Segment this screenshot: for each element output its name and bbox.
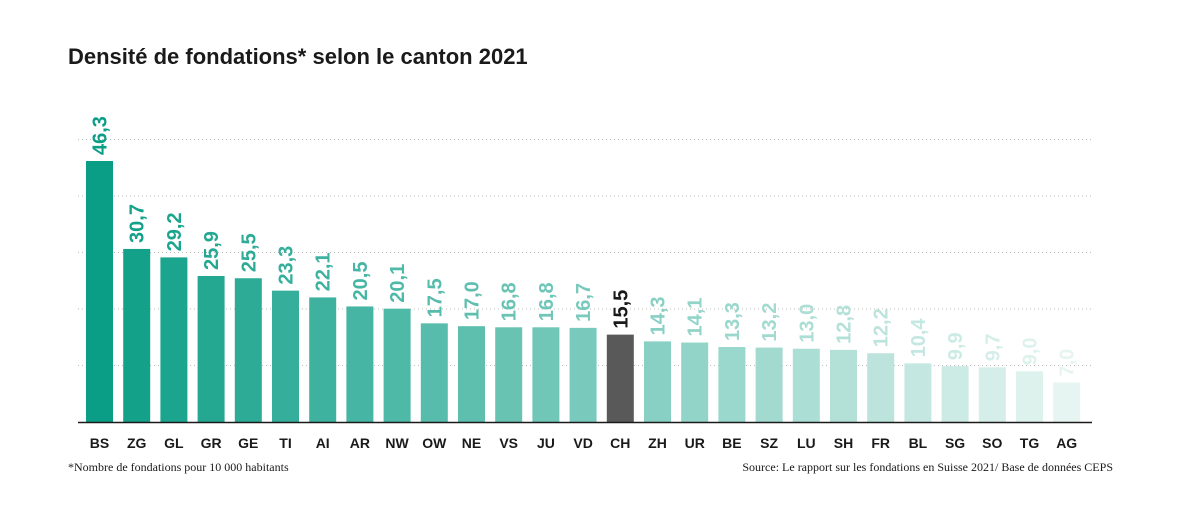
category-label-vs: VS [499,435,518,451]
value-label-zh: 14,3 [648,296,670,335]
bar-ag [1053,382,1081,422]
bar-ai [309,297,337,422]
value-label-sg: 9,9 [945,332,967,360]
value-labels: 46,3 30,7 29,2 25,9 25,5 23,3 22,1 20,5 20,1 17,5… [90,116,1079,376]
category-label-zh: ZH [648,435,667,451]
bars [86,161,1081,422]
bar-bs [86,161,113,422]
category-label-be: BE [722,435,741,451]
bar-lu [792,348,820,422]
category-label-ar: AR [350,435,370,451]
category-label-ag: AG [1056,435,1077,451]
value-label-ai: 22,1 [313,252,335,291]
value-label-be: 13,3 [722,302,744,341]
footnote: *Nombre de fondations pour 10 000 habita… [68,460,289,474]
category-label-sz: SZ [760,435,778,451]
value-label-ar: 20,5 [350,262,372,301]
bar-tg [1016,371,1043,422]
category-label-ai: AI [316,435,330,451]
bar-ur [681,342,709,422]
value-label-bs: 46,3 [90,116,112,155]
bar-be [718,347,746,422]
bar-sz [755,347,783,422]
source-note: Source: Le rapport sur les fondations en… [742,460,1113,474]
bar-ne [458,326,485,422]
value-label-vd: 16,7 [573,283,595,322]
bar-sg [941,366,969,422]
bar-ti [272,290,299,422]
bar-zg [123,248,151,422]
category-label-vd: VD [573,435,592,451]
category-label-lu: LU [797,435,816,451]
value-label-ch: 15,5 [610,290,632,329]
value-label-so: 9,7 [982,334,1004,362]
category-label-nw: NW [385,435,409,451]
bar-vd [569,327,597,422]
value-label-gr: 25,9 [201,231,223,270]
bar-ju [532,327,560,422]
value-label-ju: 16,8 [536,282,558,321]
chart-title: Densité de fondations* selon le canton 2… [68,44,528,69]
bar-so [978,367,1006,422]
bar-ar [346,306,374,422]
value-label-gl: 29,2 [164,212,186,251]
bar-nw [383,308,411,422]
category-label-tg: TG [1020,435,1040,451]
bar-zh [644,341,671,422]
value-label-fr: 12,2 [871,308,893,347]
value-label-ti: 23,3 [276,246,298,285]
bar-gr [197,275,225,422]
category-label-gl: GL [164,435,184,451]
category-label-ne: NE [462,435,481,451]
category-label-sh: SH [834,435,853,451]
value-label-nw: 20,1 [387,264,409,303]
value-label-ow: 17,5 [424,278,446,317]
value-label-ag: 7,0 [1057,349,1079,377]
value-label-bl: 10,4 [908,318,930,358]
category-label-ch: CH [610,435,630,451]
category-label-fr: FR [871,435,890,451]
value-label-sz: 13,2 [759,303,781,342]
category-label-ur: UR [685,435,705,451]
category-label-ti: TI [279,435,291,451]
category-label-gr: GR [201,435,222,451]
value-label-sh: 12,8 [834,305,856,344]
value-label-zg: 30,7 [127,204,149,243]
value-label-ne: 17,0 [462,281,484,320]
value-label-ge: 25,5 [238,233,260,272]
value-label-tg: 9,0 [1020,337,1042,365]
bar-ow [420,323,448,422]
bar-sh [830,349,857,422]
value-label-ur: 14,1 [685,298,707,337]
value-label-vs: 16,8 [499,282,521,321]
bar-bl [904,363,932,422]
bar-vs [495,327,523,422]
bar-ge [234,278,262,422]
bar-gl [160,257,188,422]
value-label-lu: 13,0 [796,304,818,343]
category-label-bl: BL [909,435,928,451]
category-labels: BS ZG GL GR GE TI AI AR NW OW NE VS JU VD CH ZH UR BE SZ LU… [90,435,1078,451]
category-label-ge: GE [238,435,258,451]
category-label-ow: OW [422,435,447,451]
category-label-zg: ZG [127,435,147,451]
category-label-ju: JU [537,435,555,451]
bar-ch [606,334,634,422]
category-label-sg: SG [945,435,965,451]
category-label-bs: BS [90,435,109,451]
category-label-so: SO [982,435,1002,451]
bar-fr [867,353,895,422]
